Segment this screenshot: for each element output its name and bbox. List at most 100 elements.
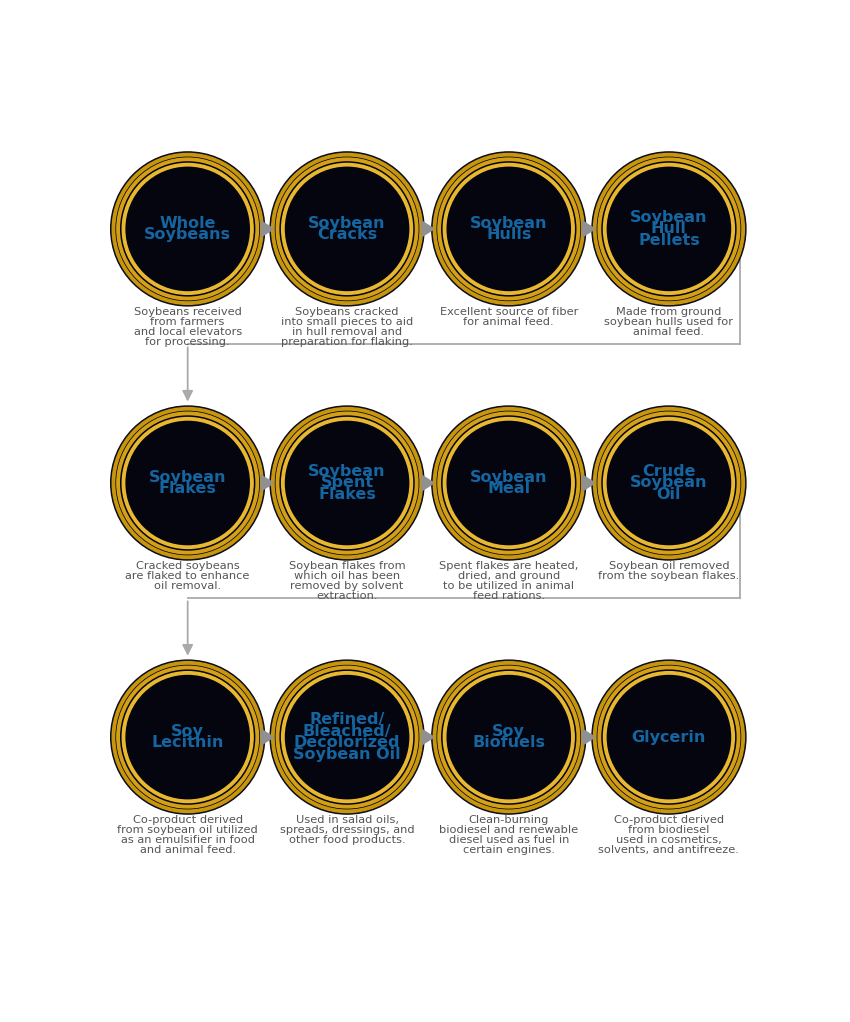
Circle shape <box>270 152 424 306</box>
Text: soybean hulls used for: soybean hulls used for <box>604 317 734 327</box>
Text: Soybean flakes from: Soybean flakes from <box>289 561 405 570</box>
Circle shape <box>112 661 264 812</box>
Circle shape <box>437 412 581 555</box>
Polygon shape <box>583 730 595 745</box>
Text: Refined/: Refined/ <box>309 712 385 728</box>
Polygon shape <box>422 475 434 491</box>
Text: certain engines.: certain engines. <box>462 845 555 854</box>
Circle shape <box>608 676 730 799</box>
Text: Soybean: Soybean <box>470 470 547 484</box>
Polygon shape <box>261 221 274 237</box>
Text: Biofuels: Biofuels <box>473 736 546 750</box>
Circle shape <box>438 666 580 808</box>
Circle shape <box>434 408 584 558</box>
Polygon shape <box>583 475 595 491</box>
Polygon shape <box>422 730 434 745</box>
Circle shape <box>275 665 419 808</box>
Text: other food products.: other food products. <box>289 835 405 845</box>
Circle shape <box>286 676 409 799</box>
Text: as an emulsifier in food: as an emulsifier in food <box>121 835 255 845</box>
Text: which oil has been: which oil has been <box>294 570 400 580</box>
Circle shape <box>112 408 264 558</box>
Circle shape <box>276 158 418 299</box>
Text: Spent flakes are heated,: Spent flakes are heated, <box>439 561 579 570</box>
Text: Hull: Hull <box>651 222 687 236</box>
Text: Crude: Crude <box>643 464 695 479</box>
Text: to be utilized in animal: to be utilized in animal <box>444 580 575 591</box>
Circle shape <box>604 671 734 802</box>
Circle shape <box>116 412 259 555</box>
Text: preparation for flaking.: preparation for flaking. <box>281 336 413 346</box>
Circle shape <box>608 168 730 290</box>
Circle shape <box>276 666 418 808</box>
Text: oil removal.: oil removal. <box>154 580 221 591</box>
Circle shape <box>442 670 575 804</box>
Text: are flaked to enhance: are flaked to enhance <box>126 570 250 580</box>
Circle shape <box>122 671 253 802</box>
Text: removed by solvent: removed by solvent <box>291 580 404 591</box>
Circle shape <box>121 416 255 550</box>
Circle shape <box>592 660 746 815</box>
Circle shape <box>122 164 253 294</box>
Text: from farmers: from farmers <box>150 317 225 327</box>
Text: Soy: Soy <box>171 724 204 739</box>
Circle shape <box>608 421 730 545</box>
Text: Whole: Whole <box>160 216 216 231</box>
Circle shape <box>126 421 249 545</box>
Text: Soybeans cracked: Soybeans cracked <box>295 307 399 317</box>
Circle shape <box>276 412 418 554</box>
Text: Soybean: Soybean <box>309 216 386 231</box>
Circle shape <box>602 670 736 804</box>
Circle shape <box>122 418 253 549</box>
Circle shape <box>598 665 740 808</box>
Text: from soybean oil utilized: from soybean oil utilized <box>117 825 258 835</box>
Circle shape <box>444 418 575 549</box>
Circle shape <box>593 661 745 812</box>
Circle shape <box>602 161 736 296</box>
Circle shape <box>281 418 412 549</box>
Circle shape <box>438 158 580 299</box>
Circle shape <box>593 153 745 305</box>
Circle shape <box>280 670 414 804</box>
Circle shape <box>110 660 264 815</box>
Text: Soybeans received: Soybeans received <box>133 307 241 317</box>
Circle shape <box>126 168 249 290</box>
Circle shape <box>286 421 409 545</box>
Text: dried, and ground: dried, and ground <box>457 570 560 580</box>
Circle shape <box>286 168 409 290</box>
Circle shape <box>434 153 584 305</box>
Text: used in cosmetics,: used in cosmetics, <box>616 835 722 845</box>
Text: Soybean: Soybean <box>470 216 547 231</box>
Circle shape <box>126 676 249 799</box>
Polygon shape <box>261 730 274 745</box>
Polygon shape <box>422 221 434 237</box>
Circle shape <box>444 671 575 802</box>
Text: Soybeans: Soybeans <box>144 227 231 242</box>
Circle shape <box>598 412 740 554</box>
Text: Made from ground: Made from ground <box>616 307 722 317</box>
Text: solvents, and antifreeze.: solvents, and antifreeze. <box>598 845 740 854</box>
Text: Cracked soybeans: Cracked soybeans <box>136 561 240 570</box>
Text: Co-product derived: Co-product derived <box>614 815 724 825</box>
Text: Soybean oil removed: Soybean oil removed <box>609 561 729 570</box>
Circle shape <box>598 666 740 808</box>
Circle shape <box>270 660 424 815</box>
Circle shape <box>437 665 581 808</box>
Circle shape <box>270 406 424 560</box>
Text: Lecithin: Lecithin <box>151 736 224 750</box>
Text: Hulls: Hulls <box>486 227 531 242</box>
Text: Flakes: Flakes <box>318 487 376 502</box>
Text: for animal feed.: for animal feed. <box>463 317 554 327</box>
Text: diesel used as fuel in: diesel used as fuel in <box>449 835 569 845</box>
Text: in hull removal and: in hull removal and <box>292 327 402 336</box>
Circle shape <box>275 412 419 555</box>
Text: Soybean: Soybean <box>149 470 226 484</box>
Text: Clean-burning: Clean-burning <box>468 815 549 825</box>
Circle shape <box>272 661 422 812</box>
Text: from biodiesel: from biodiesel <box>628 825 710 835</box>
Circle shape <box>116 666 258 808</box>
Text: Meal: Meal <box>487 481 530 497</box>
Text: from the soybean flakes.: from the soybean flakes. <box>598 570 740 580</box>
Circle shape <box>110 152 264 306</box>
Circle shape <box>275 157 419 300</box>
